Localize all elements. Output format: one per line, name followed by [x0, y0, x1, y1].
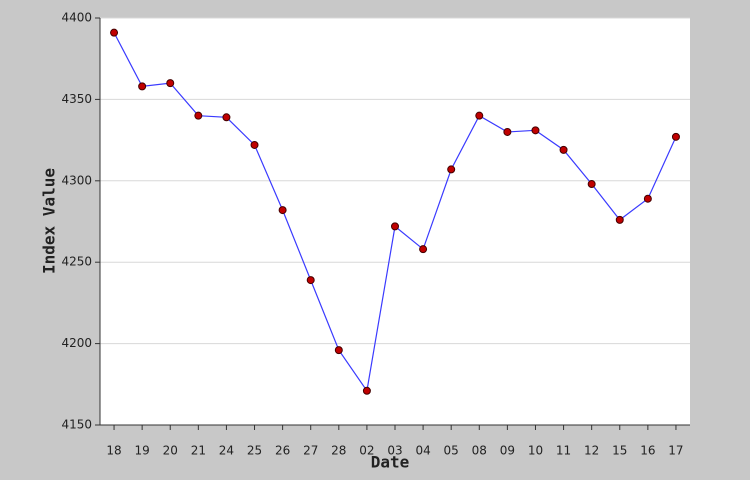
x-tick-label: 03 — [387, 444, 402, 458]
data-point — [110, 28, 119, 37]
x-tick-label: 25 — [247, 444, 262, 458]
data-point — [559, 145, 568, 154]
data-point — [250, 140, 259, 149]
x-tick-label: 04 — [415, 444, 430, 458]
x-tick-label: 27 — [303, 444, 318, 458]
y-tick-label: 4250 — [61, 255, 92, 269]
x-tick-label: 16 — [640, 444, 655, 458]
y-tick-label: 4150 — [61, 418, 92, 432]
x-tick-label: 02 — [359, 444, 374, 458]
x-tick-label: 26 — [275, 444, 290, 458]
data-point — [306, 276, 315, 285]
y-tick-label: 4350 — [61, 92, 92, 106]
x-tick-label: 08 — [472, 444, 487, 458]
data-point — [643, 194, 652, 203]
y-tick-label: 4300 — [61, 173, 92, 187]
x-axis-title: Date — [371, 453, 410, 472]
data-point — [615, 215, 624, 224]
x-tick-label: 18 — [106, 444, 121, 458]
x-tick-label: 15 — [612, 444, 627, 458]
plot-area — [100, 18, 690, 425]
x-tick-label: 05 — [444, 444, 459, 458]
data-point — [166, 79, 175, 88]
data-point — [587, 180, 596, 189]
data-point — [278, 206, 287, 215]
x-tick-label: 09 — [500, 444, 515, 458]
data-point — [447, 165, 456, 174]
data-point — [475, 111, 484, 120]
y-axis-title: Index Value — [40, 168, 59, 274]
data-point — [419, 245, 428, 254]
x-tick-label: 19 — [135, 444, 150, 458]
x-tick-label: 11 — [556, 444, 571, 458]
x-tick-label: 10 — [528, 444, 543, 458]
x-tick-label: 24 — [219, 444, 234, 458]
x-tick-label: 12 — [584, 444, 599, 458]
y-tick-label: 4200 — [61, 336, 92, 350]
x-tick-label: 20 — [163, 444, 178, 458]
data-point — [222, 113, 231, 122]
data-point — [531, 126, 540, 135]
y-tick-label: 4400 — [61, 11, 92, 25]
x-tick-label: 28 — [331, 444, 346, 458]
data-point — [391, 222, 399, 231]
data-point — [362, 386, 371, 395]
data-point — [138, 82, 147, 91]
data-point — [334, 346, 343, 355]
data-point — [671, 132, 680, 141]
data-point — [194, 111, 203, 120]
x-tick-label: 21 — [191, 444, 206, 458]
data-point — [503, 127, 512, 136]
x-tick-label: 17 — [668, 444, 683, 458]
